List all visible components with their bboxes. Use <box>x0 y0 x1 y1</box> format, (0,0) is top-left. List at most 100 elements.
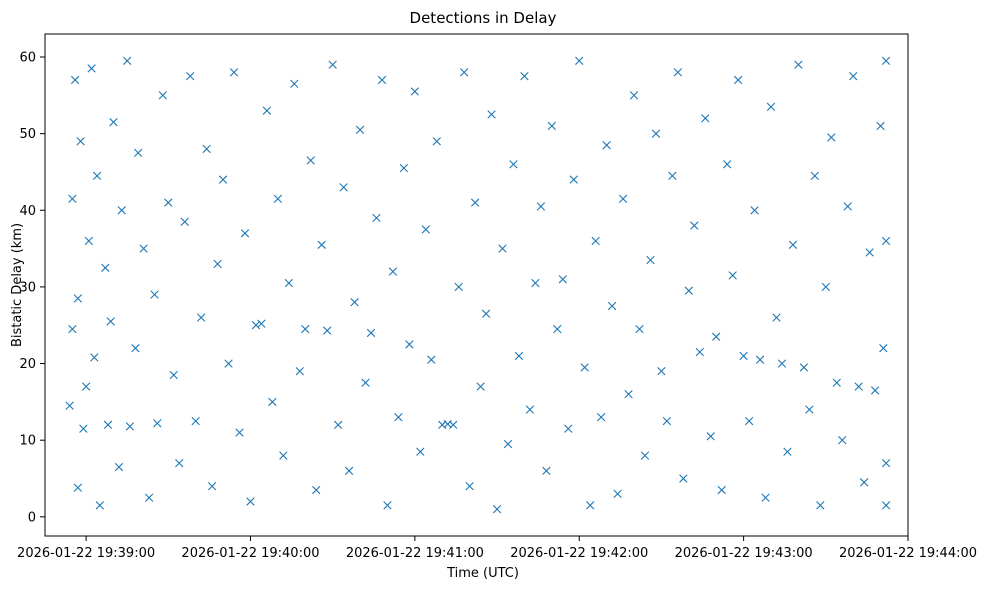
data-point <box>832 378 841 387</box>
data-point <box>73 483 83 492</box>
data-point <box>476 382 485 391</box>
x-tick-label: 2026-01-22 19:44:00 <box>839 546 977 561</box>
data-point <box>421 225 431 234</box>
data-point <box>366 328 376 338</box>
data-point <box>123 56 132 66</box>
data-point <box>257 319 266 328</box>
x-tick-label: 2026-01-22 19:42:00 <box>510 546 648 561</box>
data-point <box>492 504 502 514</box>
data-point <box>229 68 239 77</box>
data-point <box>881 501 891 510</box>
data-point <box>383 501 392 510</box>
data-points <box>65 56 891 514</box>
data-point <box>673 68 683 77</box>
y-tick-label: 50 <box>19 127 36 142</box>
data-point <box>117 206 126 215</box>
data-point <box>690 221 699 230</box>
data-point <box>377 75 387 85</box>
data-point <box>131 344 140 353</box>
data-point <box>133 148 143 157</box>
data-point <box>246 497 255 506</box>
data-point <box>525 405 535 414</box>
data-point <box>355 125 365 134</box>
data-point <box>794 60 803 69</box>
x-axis: 2026-01-22 19:39:00 2026-01-22 19:40:00 20… <box>17 536 977 561</box>
data-point <box>668 171 677 180</box>
data-point <box>224 359 233 368</box>
x-tick-label: 2026-01-22 19:40:00 <box>181 546 319 561</box>
data-point <box>262 106 272 115</box>
data-point <box>449 420 458 430</box>
data-point <box>744 416 754 426</box>
data-point <box>350 298 359 307</box>
data-point <box>410 87 420 96</box>
data-point <box>103 420 113 430</box>
data-point <box>73 294 83 303</box>
data-point <box>586 501 595 510</box>
data-point <box>240 229 250 238</box>
data-point <box>180 217 189 226</box>
data-point <box>416 447 425 456</box>
data-point <box>427 355 436 364</box>
data-point <box>821 282 830 292</box>
data-point <box>306 156 315 165</box>
data-point <box>553 324 562 334</box>
data-point <box>755 355 765 364</box>
data-point <box>679 474 688 483</box>
data-point <box>558 275 567 284</box>
data-point <box>339 183 348 192</box>
data-point <box>106 317 115 326</box>
data-point <box>175 459 184 468</box>
data-point <box>196 313 206 322</box>
data-point <box>465 481 474 491</box>
data-point <box>268 397 277 407</box>
data-point <box>712 332 721 341</box>
data-point <box>164 198 173 207</box>
data-point <box>607 301 617 311</box>
data-point <box>706 432 715 441</box>
data-point <box>629 91 639 100</box>
data-point <box>783 447 792 456</box>
data-point <box>394 413 403 422</box>
data-point <box>613 489 622 499</box>
data-point <box>273 194 283 203</box>
data-point <box>717 485 726 495</box>
data-point <box>722 160 732 169</box>
data-point <box>514 351 524 361</box>
data-point <box>799 363 809 372</box>
data-point <box>602 140 611 150</box>
data-point <box>777 359 787 368</box>
data-point <box>750 206 759 215</box>
data-point <box>144 493 154 502</box>
data-point <box>503 439 513 449</box>
data-point <box>101 263 110 272</box>
data-point <box>509 160 518 169</box>
data-point <box>684 286 694 295</box>
data-point <box>87 64 96 73</box>
data-point <box>333 420 343 430</box>
data-point <box>635 324 644 334</box>
data-point <box>218 175 228 184</box>
x-axis-label: Time (UTC) <box>446 566 519 581</box>
data-point <box>213 259 222 269</box>
plot-area <box>44 33 909 537</box>
data-point <box>191 416 200 426</box>
data-point <box>772 313 781 322</box>
data-point <box>859 478 869 487</box>
data-point <box>618 194 628 203</box>
data-point <box>68 324 77 334</box>
data-point <box>114 462 124 472</box>
data-point <box>301 324 310 334</box>
y-axis-label: Bistatic Delay (km) <box>10 223 25 347</box>
data-point <box>312 485 321 495</box>
data-point <box>109 117 118 127</box>
data-point <box>344 466 354 476</box>
data-point <box>580 363 589 372</box>
data-point <box>481 309 491 318</box>
data-point <box>432 137 441 146</box>
data-point <box>564 424 573 433</box>
data-point <box>728 271 737 280</box>
data-point <box>881 459 891 468</box>
data-point <box>328 60 337 69</box>
